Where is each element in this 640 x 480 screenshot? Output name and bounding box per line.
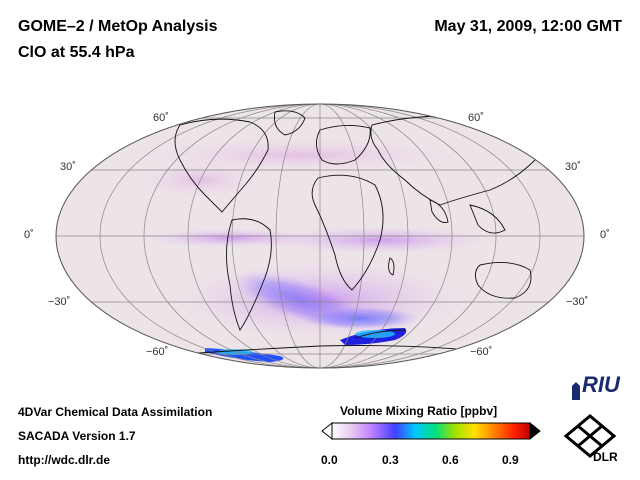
map-date: May 31, 2009, 12:00 GMT [434, 18, 622, 35]
lat-label-30n-left: 30˚ [60, 161, 76, 173]
riu-logo-icon [572, 382, 580, 400]
colorbar-high-arrow [529, 421, 541, 441]
colorbar-gradient [331, 422, 531, 440]
lat-label-60n-left: 60˚ [153, 112, 169, 124]
colorbar-low-arrow [321, 421, 333, 441]
lat-label-0-right: 0˚ [600, 229, 610, 241]
map-title: GOME–2 / MetOp Analysis [18, 18, 218, 35]
globe-outline [55, 103, 585, 369]
lat-label-30s-left: −30˚ [48, 296, 71, 308]
footer-line-1: 4DVar Chemical Data Assimilation [18, 405, 213, 419]
antarctic-cyan [355, 330, 395, 338]
lat-label-60n-right: 60˚ [468, 112, 484, 124]
footer-url[interactable]: http://wdc.dlr.de [18, 453, 110, 467]
lat-label-60s-left: −60˚ [146, 346, 169, 358]
riu-logo-text: RIU [582, 372, 620, 397]
colorbar-title: Volume Mixing Ratio [ppbv] [340, 404, 498, 418]
lat-label-0-left: 0˚ [24, 229, 34, 241]
colorbar-tick-2: 0.6 [442, 453, 459, 467]
lat-label-30s-right: −30˚ [566, 296, 589, 308]
colorbar [321, 421, 541, 441]
footer-line-2: SACADA Version 1.7 [18, 429, 136, 443]
tropical-band-west [140, 228, 320, 248]
colorbar-tick-1: 0.3 [382, 453, 399, 467]
colorbar-tick-3: 0.9 [502, 453, 519, 467]
map-subtitle: ClO at 55.4 hPa [18, 44, 135, 61]
graticule-meridians [99, 104, 541, 368]
dlr-logo-icon [563, 414, 617, 458]
colorbar-tick-0: 0.0 [321, 453, 338, 467]
lat-label-30n-right: 30˚ [565, 161, 581, 173]
dlr-logo-text: DLR [593, 450, 618, 464]
lat-label-60s-right: −60˚ [470, 346, 493, 358]
